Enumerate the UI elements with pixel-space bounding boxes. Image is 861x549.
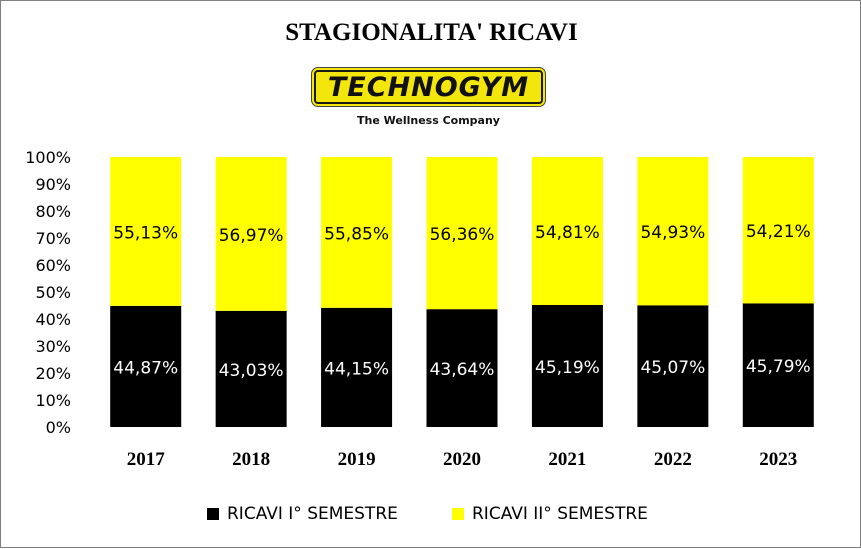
logo-tagline: The Wellness Company	[357, 114, 500, 127]
x-tick-label: 2021	[548, 449, 586, 470]
x-tick-label: 2019	[338, 449, 376, 470]
data-label: 56,36%	[430, 225, 495, 245]
x-tick-label: 2020	[443, 449, 481, 470]
bar-series-2	[215, 157, 287, 311]
data-label: 43,03%	[219, 361, 284, 381]
data-label: 44,15%	[324, 359, 389, 379]
data-label: 54,21%	[746, 222, 811, 242]
y-tick-label: 80%	[35, 202, 71, 221]
y-tick-label: 0%	[46, 418, 71, 437]
x-tick-label: 2018	[232, 449, 270, 470]
y-tick-label: 50%	[35, 283, 71, 302]
bar-series-1	[531, 304, 603, 427]
y-tick-label: 90%	[35, 175, 71, 194]
bar-series-1	[637, 305, 709, 427]
y-tick-label: 10%	[35, 391, 71, 410]
data-label: 56,97%	[219, 226, 284, 246]
bar-series-1	[742, 303, 814, 427]
legend-item-series-1: RICAVI I° SEMESTRE	[207, 504, 398, 524]
bar-series-2	[742, 157, 814, 304]
chart-legend: RICAVI I° SEMESTRE RICAVI II° SEMESTRE	[1, 504, 861, 528]
data-label: 54,93%	[640, 223, 705, 243]
x-tick-label: 2022	[654, 449, 692, 470]
legend-item-series-2: RICAVI II° SEMESTRE	[452, 504, 648, 524]
y-tick-label: 100%	[25, 148, 71, 167]
bar-series-2	[531, 157, 603, 305]
y-tick-label: 60%	[35, 256, 71, 275]
bar-series-2	[110, 157, 182, 306]
y-tick-label: 40%	[35, 310, 71, 329]
y-tick-label: 20%	[35, 364, 71, 383]
data-label: 54,81%	[535, 223, 600, 243]
bar-series-2	[426, 157, 498, 310]
x-tick-label: 2017	[127, 449, 166, 470]
legend-label-series-2: RICAVI II° SEMESTRE	[472, 504, 648, 524]
legend-swatch-series-2	[452, 508, 464, 520]
data-label: 43,64%	[430, 360, 495, 380]
legend-label-series-1: RICAVI I° SEMESTRE	[227, 504, 398, 524]
bar-series-1	[110, 305, 182, 427]
y-tick-label: 30%	[35, 337, 71, 356]
legend-swatch-series-1	[207, 508, 219, 520]
bar-series-2	[321, 157, 393, 308]
data-label: 45,07%	[640, 358, 705, 378]
chart-title: STAGIONALITA' RICAVI	[285, 19, 578, 46]
bar-series-1	[426, 309, 498, 427]
data-label: 45,19%	[535, 358, 600, 378]
data-label: 45,79%	[746, 357, 811, 377]
technogym-logo: TECHNOGYM	[314, 70, 543, 104]
y-tick-label: 70%	[35, 229, 71, 248]
logo-brand-text: TECHNOGYM	[327, 71, 530, 103]
data-label: 55,85%	[324, 224, 389, 244]
x-tick-label: 2023	[759, 449, 797, 470]
data-label: 55,13%	[113, 223, 178, 243]
bar-series-1	[215, 310, 287, 427]
data-label: 44,87%	[113, 358, 178, 378]
bar-series-2	[637, 157, 709, 306]
bar-series-1	[321, 307, 393, 427]
